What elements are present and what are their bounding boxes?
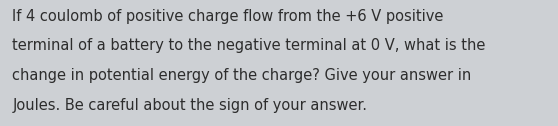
Text: change in potential energy of the charge? Give your answer in: change in potential energy of the charge… (12, 68, 472, 83)
Text: terminal of a battery to the negative terminal at 0 V, what is the: terminal of a battery to the negative te… (12, 38, 485, 53)
Text: If 4 coulomb of positive charge flow from the +6 V positive: If 4 coulomb of positive charge flow fro… (12, 9, 444, 24)
Text: Joules. Be careful about the sign of your answer.: Joules. Be careful about the sign of you… (12, 98, 367, 113)
